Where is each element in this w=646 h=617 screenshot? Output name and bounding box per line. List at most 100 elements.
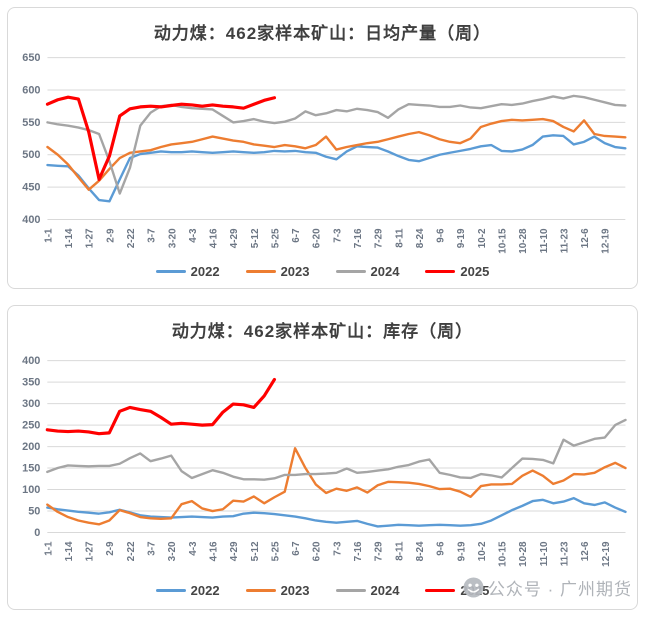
x-axis-tick-label: 1-14 xyxy=(64,228,75,248)
x-axis-tick-label: 4-16 xyxy=(208,541,219,561)
x-axis-tick-label: 7-16 xyxy=(353,541,364,561)
x-axis-tick-label: 1-1 xyxy=(43,228,54,243)
x-axis-tick-label: 11-23 xyxy=(559,228,570,253)
x-axis-tick-label: 9-19 xyxy=(456,541,467,561)
x-axis-tick-label: 4-29 xyxy=(229,541,240,561)
x-axis-tick-label: 2-9 xyxy=(105,228,116,243)
legend-item-2022: 2022 xyxy=(155,264,220,279)
y-axis-tick-label: 550 xyxy=(22,117,40,129)
x-axis-tick-label: 12-19 xyxy=(601,228,612,254)
legend-item-2023: 2023 xyxy=(245,583,310,598)
legend-label: 2023 xyxy=(280,264,310,279)
production-legend: 2022 2023 2024 2025 xyxy=(8,264,637,279)
legend-swatch-2023 xyxy=(245,588,276,593)
wechat-logo-icon xyxy=(463,577,484,598)
legend-item-2024: 2024 xyxy=(335,264,400,279)
x-axis-tick-label: 2-9 xyxy=(105,541,116,556)
x-axis-tick-label: 2-22 xyxy=(126,228,137,248)
legend-swatch-2024 xyxy=(335,588,366,593)
x-axis-tick-label: 6-20 xyxy=(312,541,323,561)
x-axis-tick-label: 6-20 xyxy=(312,228,323,248)
x-axis-tick-label: 11-23 xyxy=(560,541,571,566)
x-axis-tick-label: 11-10 xyxy=(539,228,550,253)
x-axis-tick-label: 5-12 xyxy=(250,541,261,561)
x-axis-tick-label: 7-29 xyxy=(374,541,385,561)
watermark-text: 公众号 · 广州期货 xyxy=(487,580,632,599)
y-axis-tick-label: 650 xyxy=(22,52,40,64)
inventory-chart-panel: 动力煤：462家样本矿山：库存（周） 0 50 100 150 200 250 300 350… xyxy=(7,305,638,610)
series-line-2025 xyxy=(45,377,277,436)
x-axis-tick-label: 4-3 xyxy=(188,541,199,556)
legend-item-2023: 2023 xyxy=(245,264,310,279)
x-axis-tick-label: 10-28 xyxy=(518,228,529,254)
series-line-2022 xyxy=(46,496,627,528)
legend-swatch-2025 xyxy=(425,588,456,593)
y-axis-tick-label: 300 xyxy=(22,398,40,410)
y-axis-tick-label: 0 xyxy=(34,527,40,539)
x-axis-tick-label: 8-11 xyxy=(394,541,405,561)
x-axis-tick-label: 1-14 xyxy=(64,541,75,561)
x-axis-tick-label: 7-29 xyxy=(374,228,385,248)
x-axis-tick-label: 8-24 xyxy=(415,228,426,248)
y-axis-tick-label: 150 xyxy=(22,463,40,475)
legend-swatch-2022 xyxy=(155,588,186,593)
series-line-2024 xyxy=(46,94,627,195)
x-axis-tick-label: 7-3 xyxy=(332,541,343,556)
x-axis-tick-label: 2-22 xyxy=(126,541,137,561)
legend-swatch-2022 xyxy=(155,269,186,274)
series-line-2023 xyxy=(46,117,627,191)
series-line-2023 xyxy=(46,447,627,526)
x-axis-tick-label: 7-3 xyxy=(332,228,343,243)
y-axis-tick-label: 450 xyxy=(22,182,40,194)
y-axis-tick-label: 600 xyxy=(22,84,40,96)
x-axis-tick-label: 4-29 xyxy=(229,228,240,248)
x-axis-tick-label: 6-7 xyxy=(291,541,302,556)
x-axis-tick-label: 12-19 xyxy=(601,541,612,567)
legend-swatch-2025 xyxy=(425,269,456,274)
watermark: 公众号 · 广州期货 xyxy=(463,575,632,600)
production-chart-title: 动力煤：462家样本矿山：日均产量（周） xyxy=(153,24,492,43)
x-axis-tick-label: 3-7 xyxy=(147,228,158,243)
series-line-2024 xyxy=(46,418,627,481)
x-axis-tick-label: 10-15 xyxy=(498,541,509,567)
x-axis-tick-label: 6-7 xyxy=(291,228,302,243)
x-axis-tick-label: 1-27 xyxy=(85,541,96,561)
series-line-2022 xyxy=(46,134,627,203)
x-axis-tick-label: 9-6 xyxy=(436,541,447,556)
x-axis-tick-label: 5-25 xyxy=(270,541,281,561)
x-axis-tick-label: 10-2 xyxy=(477,228,488,248)
legend-label: 2022 xyxy=(190,264,220,279)
y-axis-tick-label: 400 xyxy=(22,214,40,226)
y-axis-tick-label: 200 xyxy=(22,441,40,453)
x-axis-tick-label: 1-1 xyxy=(43,541,54,556)
production-chart-panel: 动力煤：462家样本矿山：日均产量（周） 400 450 500 550 600 650 1… xyxy=(7,7,638,289)
x-axis-tick-label: 4-16 xyxy=(209,228,220,248)
x-axis-tick-label: 3-20 xyxy=(167,541,178,561)
y-axis-tick-label: 50 xyxy=(28,505,40,517)
y-axis-tick-label: 100 xyxy=(22,484,40,496)
x-axis-tick-label: 8-24 xyxy=(415,541,426,561)
inventory-plot-area: 0 50 100 150 200 250 300 350 400 1-1 1-14 1-27 2-9 2-… xyxy=(22,355,627,567)
x-axis-tick-label: 8-11 xyxy=(394,228,405,248)
legend-label: 2024 xyxy=(370,264,400,279)
x-axis-tick-label: 3-7 xyxy=(147,541,158,556)
x-axis-tick-label: 5-25 xyxy=(270,228,281,248)
x-axis-tick-label: 7-16 xyxy=(353,228,364,248)
legend-label: 2022 xyxy=(190,583,220,598)
x-axis-tick-label: 10-15 xyxy=(497,228,508,254)
x-axis-tick-label: 9-19 xyxy=(456,228,467,248)
x-axis-tick-label: 5-12 xyxy=(250,228,261,248)
y-axis-tick-label: 350 xyxy=(22,377,40,389)
legend-item-2022: 2022 xyxy=(155,583,220,598)
series-line-2025 xyxy=(45,95,277,181)
x-axis-tick-label: 12-6 xyxy=(580,228,591,248)
x-axis-tick-label: 11-10 xyxy=(539,541,550,566)
x-axis-tick-label: 10-28 xyxy=(518,541,529,567)
inventory-chart-title: 动力煤：462家样本矿山：库存（周） xyxy=(171,322,474,341)
production-plot-area: 400 450 500 550 600 650 1-1 1-14 1-27 2-9 2-22 3-7 3… xyxy=(22,52,627,254)
legend-label: 2024 xyxy=(370,583,400,598)
y-axis-tick-label: 500 xyxy=(22,149,40,161)
x-axis-tick-label: 3-20 xyxy=(167,228,178,248)
y-axis-tick-label: 400 xyxy=(22,355,40,367)
